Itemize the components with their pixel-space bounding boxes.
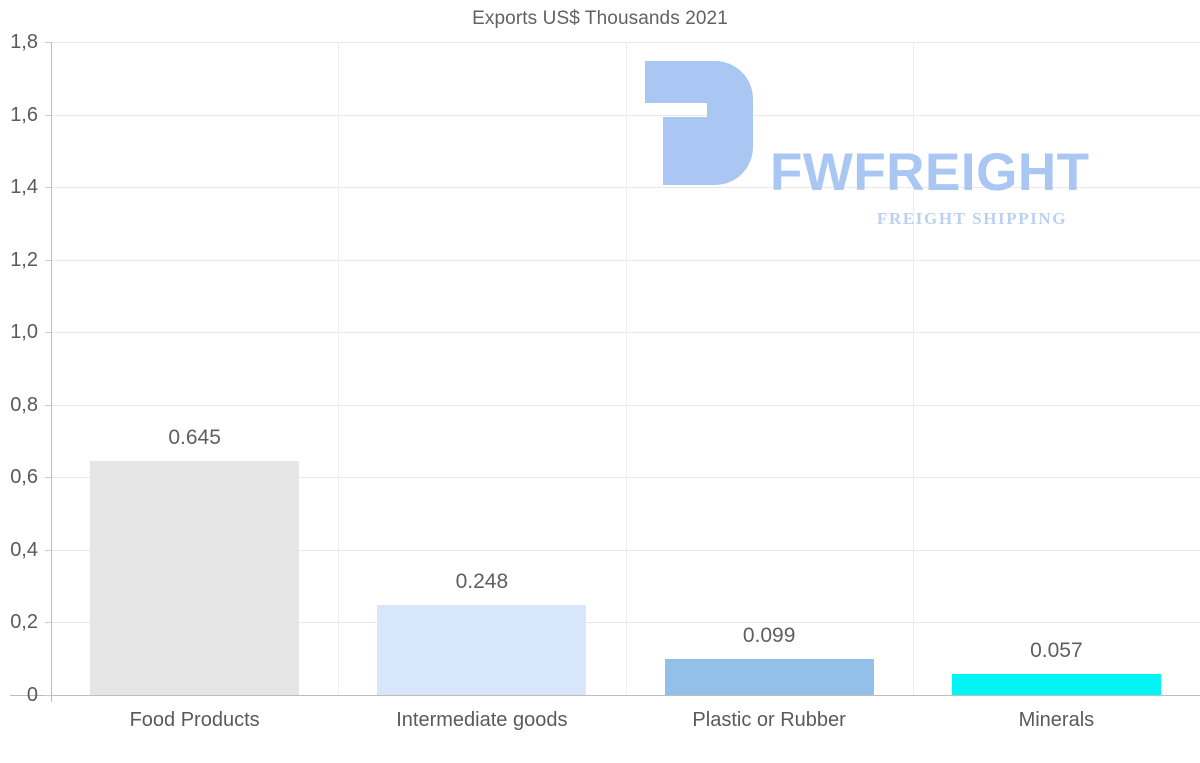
bar-2[interactable]: [377, 605, 587, 695]
bar-value-label: 0.099: [742, 624, 796, 648]
bars-layer: [0, 42, 1200, 695]
bar-4[interactable]: [951, 674, 1161, 695]
y-axis-line: [51, 42, 52, 702]
x-category-label: Food Products: [129, 709, 260, 731]
x-category-label: Minerals: [1018, 709, 1095, 731]
gridline-vertical: [913, 42, 914, 695]
x-category-label: Plastic or Rubber: [692, 709, 846, 731]
gridline-horizontal: [51, 187, 1200, 189]
gridline-horizontal: [51, 114, 1200, 116]
x-axis-line: [10, 695, 1200, 696]
gridline-horizontal: [51, 477, 1200, 479]
gridline-horizontal: [51, 549, 1200, 551]
bar-3[interactable]: [664, 659, 874, 695]
gridline-horizontal: [51, 332, 1200, 334]
bar-value-label: 0.248: [455, 570, 509, 594]
bar-value-label: 0.645: [168, 426, 221, 449]
x-category-label: Intermediate goods: [396, 709, 568, 731]
chart-title: Exports US$ Thousands 2021: [472, 8, 728, 29]
bar-1[interactable]: [90, 461, 300, 695]
gridline-horizontal: [51, 259, 1200, 261]
gridline-horizontal: [51, 622, 1200, 624]
gridline-vertical: [626, 42, 627, 695]
bar-value-label: 0.057: [1030, 639, 1083, 663]
gridline-vertical: [338, 42, 339, 695]
gridline-horizontal: [51, 404, 1200, 406]
gridline-horizontal: [51, 42, 1200, 43]
plot-area: [51, 42, 1200, 695]
